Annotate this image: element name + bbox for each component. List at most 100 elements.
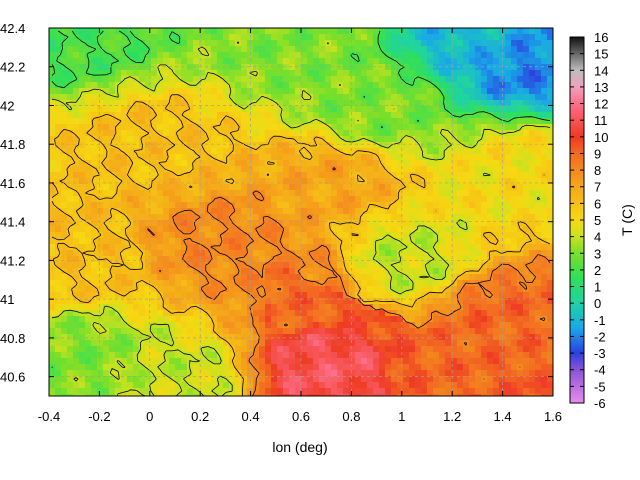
heat-cell bbox=[361, 40, 368, 47]
heat-cell bbox=[439, 184, 446, 191]
heat-cell bbox=[499, 130, 506, 137]
heat-cell bbox=[421, 196, 428, 203]
heat-cell bbox=[121, 46, 128, 53]
heat-cell bbox=[547, 232, 553, 239]
heat-cell bbox=[367, 244, 374, 251]
heat-cell bbox=[409, 292, 416, 299]
heat-cell bbox=[277, 58, 284, 65]
heat-cell bbox=[529, 286, 536, 293]
heat-cell bbox=[391, 148, 398, 155]
heat-cell bbox=[337, 64, 344, 71]
heat-cell bbox=[121, 130, 128, 137]
heat-cell bbox=[505, 208, 512, 215]
heat-cell bbox=[319, 316, 326, 323]
heat-cell bbox=[535, 316, 542, 323]
heat-cell bbox=[271, 34, 278, 41]
heat-cell bbox=[199, 256, 206, 263]
heat-cell bbox=[61, 154, 68, 161]
heat-cell bbox=[229, 160, 236, 167]
heat-cell bbox=[541, 226, 548, 233]
heat-cell bbox=[61, 292, 68, 299]
heat-cell bbox=[505, 334, 512, 341]
heat-cell bbox=[97, 184, 104, 191]
heat-cell bbox=[115, 130, 122, 137]
heat-cell bbox=[367, 112, 374, 119]
heat-cell bbox=[343, 346, 350, 353]
heat-cell bbox=[487, 352, 494, 359]
heat-cell bbox=[391, 70, 398, 77]
heat-cell bbox=[211, 262, 218, 269]
heat-cell bbox=[271, 28, 278, 35]
heat-cell bbox=[325, 334, 332, 341]
heat-cell bbox=[541, 196, 548, 203]
heat-cell bbox=[331, 232, 338, 239]
heat-cell bbox=[55, 52, 62, 59]
heat-cell bbox=[211, 166, 218, 173]
heat-cell bbox=[289, 382, 296, 389]
heat-cell bbox=[331, 316, 338, 323]
heat-cell bbox=[265, 160, 272, 167]
heat-cell bbox=[397, 244, 404, 251]
heat-cell bbox=[283, 88, 290, 95]
heat-cell bbox=[91, 118, 98, 125]
heat-cell bbox=[61, 298, 68, 305]
heat-cell bbox=[85, 160, 92, 167]
heat-cell bbox=[511, 52, 518, 59]
heat-cell bbox=[247, 232, 254, 239]
heat-cell bbox=[169, 154, 176, 161]
heat-cell bbox=[79, 190, 86, 197]
heat-cell bbox=[325, 214, 332, 221]
heat-cell bbox=[241, 130, 248, 137]
heat-cell bbox=[151, 226, 158, 233]
heat-cell bbox=[139, 340, 146, 347]
heat-cell bbox=[277, 154, 284, 161]
heat-cell bbox=[73, 58, 80, 65]
heat-cell bbox=[265, 328, 272, 335]
heat-cell bbox=[421, 286, 428, 293]
heat-cell bbox=[193, 148, 200, 155]
heat-cell bbox=[427, 118, 434, 125]
heat-cell bbox=[241, 76, 248, 83]
heat-cell bbox=[157, 334, 164, 341]
heat-cell bbox=[463, 304, 470, 311]
heat-cell bbox=[391, 154, 398, 161]
heat-cell bbox=[493, 328, 500, 335]
heat-cell bbox=[343, 340, 350, 347]
heat-cell bbox=[157, 304, 164, 311]
heat-cell bbox=[181, 58, 188, 65]
heat-cell bbox=[385, 142, 392, 149]
heat-cell bbox=[79, 262, 86, 269]
heat-cell bbox=[151, 364, 158, 371]
heat-cell bbox=[463, 34, 470, 41]
heat-cell bbox=[475, 238, 482, 245]
heat-cell bbox=[187, 70, 194, 77]
heat-cell bbox=[409, 220, 416, 227]
heat-cell bbox=[505, 352, 512, 359]
heat-cell bbox=[349, 196, 356, 203]
heat-cell bbox=[109, 106, 116, 113]
heat-cell bbox=[367, 178, 374, 185]
heat-cell bbox=[235, 352, 242, 359]
heat-cell bbox=[235, 106, 242, 113]
heat-cell bbox=[145, 256, 152, 263]
heat-cell bbox=[481, 322, 488, 329]
heat-cell bbox=[421, 316, 428, 323]
heat-cell bbox=[415, 340, 422, 347]
heat-cell bbox=[55, 298, 62, 305]
heat-cell bbox=[499, 328, 506, 335]
heat-cell bbox=[463, 352, 470, 359]
heat-cell bbox=[289, 364, 296, 371]
heat-cell bbox=[469, 64, 476, 71]
heat-cell bbox=[379, 64, 386, 71]
heat-cell bbox=[277, 28, 284, 35]
heat-cell bbox=[223, 304, 230, 311]
heat-cell bbox=[499, 88, 506, 95]
heat-cell bbox=[133, 160, 140, 167]
heat-cell bbox=[175, 262, 182, 269]
heat-cell bbox=[505, 286, 512, 293]
heat-cell bbox=[145, 94, 152, 101]
heat-cell bbox=[325, 136, 332, 143]
heat-cell bbox=[175, 244, 182, 251]
heat-cell bbox=[49, 244, 56, 251]
heat-cell bbox=[283, 58, 290, 65]
